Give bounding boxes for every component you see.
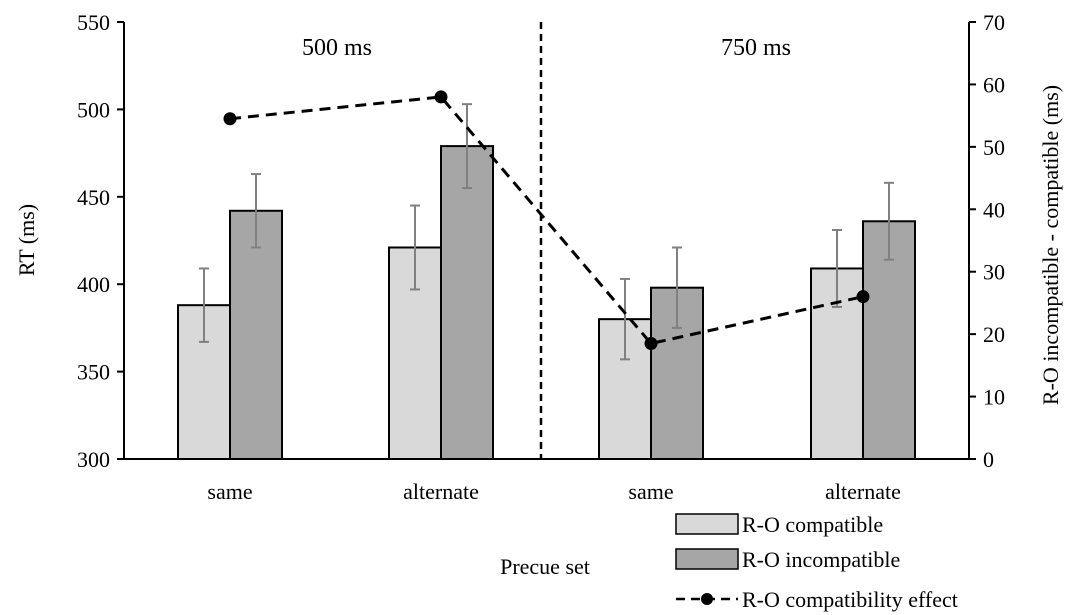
- right-tick-label: 50: [983, 135, 1005, 160]
- bars: [177, 145, 916, 461]
- legend-label-effect: R-O compatibility effect: [742, 587, 958, 612]
- right-tick-label: 40: [983, 197, 1005, 222]
- y2-axis-title: R-O incompatible - compatible (ms): [1038, 85, 1063, 405]
- legend-marker-effect: [701, 593, 713, 605]
- left-tick-label: 550: [77, 10, 110, 35]
- right-y-ticks: 0 10 20 30 40 50 60 70: [969, 10, 1005, 472]
- left-y-ticks: 300 350 400 450 500 550: [77, 10, 124, 472]
- legend-swatch-incompatible: [675, 548, 739, 570]
- left-tick-label: 350: [77, 360, 110, 385]
- right-tick-label: 20: [983, 322, 1005, 347]
- right-tick-label: 70: [983, 10, 1005, 35]
- left-tick-label: 400: [77, 272, 110, 297]
- x-tick-label: same: [628, 479, 673, 504]
- x-axis-title: Precue set: [500, 554, 590, 579]
- right-tick-label: 60: [983, 72, 1005, 97]
- left-tick-label: 450: [77, 185, 110, 210]
- effect-point-1: [434, 90, 448, 104]
- right-tick-label: 0: [983, 447, 994, 472]
- left-tick-label: 300: [77, 447, 110, 472]
- group-label-500: 500 ms: [302, 35, 372, 61]
- effect-point-2: [644, 337, 658, 351]
- x-tick-label: alternate: [403, 479, 479, 504]
- bar-incompatible-0: [229, 209, 283, 460]
- right-tick-label: 30: [983, 260, 1005, 285]
- x-tick-label: alternate: [825, 479, 901, 504]
- legend: R-O compatible R-O incompatible R-O comp…: [675, 512, 958, 612]
- effect-point-0: [223, 112, 237, 126]
- effect-point-3: [856, 290, 870, 304]
- bar-incompatible-3: [862, 220, 916, 460]
- legend-label-incompatible: R-O incompatible: [742, 547, 900, 572]
- effect-polyline: [229, 95, 864, 346]
- effect-line: [223, 90, 870, 351]
- bar-incompatible-1: [440, 145, 494, 460]
- group-label-750: 750 ms: [721, 35, 791, 61]
- legend-label-compatible: R-O compatible: [742, 512, 883, 537]
- error-bars: [199, 103, 894, 361]
- y-axis-title: RT (ms): [14, 204, 39, 276]
- right-tick-label: 10: [983, 385, 1005, 410]
- left-tick-label: 500: [77, 97, 110, 122]
- x-tick-labels: same alternate same alternate: [207, 479, 900, 504]
- x-tick-label: same: [207, 479, 252, 504]
- legend-swatch-compatible: [675, 513, 739, 535]
